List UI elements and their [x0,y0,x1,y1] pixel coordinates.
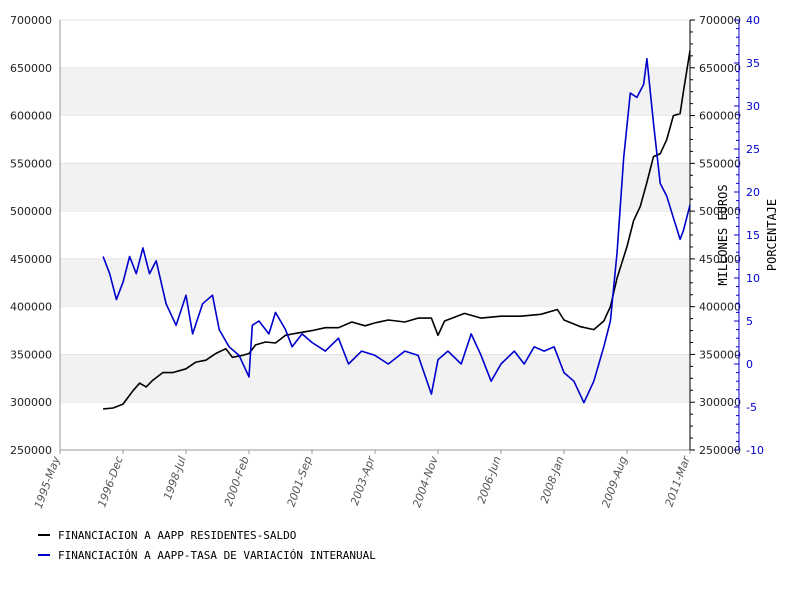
left-tick-label: 300000 [10,396,52,409]
right-tick-label-amount: 350000 [699,348,741,361]
series-line-tasa [102,57,691,404]
right-tick-label-amount: 650000 [699,62,741,75]
left-tick-label: 550000 [10,157,52,170]
x-tick-label: 1996-Dec [95,455,125,509]
x-axis: 1995-May 1996-Dec 1998-Jul 2000-Feb 2001-Sep… [32,450,693,510]
right-axis-title-1: MILLONES EUROS [716,184,730,285]
x-tick-label: 1998-Jul [161,455,189,502]
right-tick-label-percent: 15 [746,229,760,242]
right-axis-title-2: PORCENTAJE [765,199,779,271]
x-tick-label: 2001-Sep [285,455,315,509]
x-tick-label: 2009-Aug [599,455,630,510]
right-tick-label-amount: 400000 [699,301,741,314]
x-tick-label: 2000-Feb [222,455,252,508]
series-group [102,50,691,410]
grid-band [60,258,690,307]
legend-item-saldo: FINANCIACION A AAPP RESIDENTES-SALDO [38,525,376,545]
grid-band [60,163,690,212]
right-axis: 250000 300000 350000 400000 450000 500000 5500… [689,14,764,457]
x-tick-label: 2003-Apr [348,453,378,507]
x-tick-label: 2004-Nov [410,454,441,509]
series-line-saldo [103,50,691,410]
right-tick-label-amount: 300000 [699,396,741,409]
legend: FINANCIACION A AAPP RESIDENTES-SALDO FIN… [38,525,376,565]
grid-band [60,67,690,116]
left-tick-label: 700000 [10,14,52,27]
grid-band [60,354,690,403]
x-tick-label: 2006-Jun [475,455,504,506]
left-tick-label: 250000 [10,444,52,457]
left-tick-label: 400000 [10,301,52,314]
left-tick-label: 450000 [10,253,52,266]
x-tick-label: 1995-May [32,454,63,510]
right-tick-label-amount: 450000 [699,253,741,266]
right-tick-label-amount: 600000 [699,110,741,123]
right-tick-label-percent: -5 [746,401,757,414]
right-tick-label-amount: 500000 [699,205,741,218]
right-tick-label-amount: 700000 [699,14,741,27]
right-tick-label-percent: 0 [746,358,753,371]
grid-bands [59,19,690,451]
x-tick-label: 2011-Mar [663,453,694,508]
right-tick-label-percent: 20 [746,186,760,199]
legend-label-saldo: FINANCIACION A AAPP RESIDENTES-SALDO [58,528,297,542]
right-tick-label-amount: 250000 [699,444,741,457]
left-tick-label: 350000 [10,348,52,361]
left-tick-label: 500000 [10,205,52,218]
left-tick-label: 600000 [10,110,52,123]
legend-swatch-tasa [38,554,50,556]
left-tick-label: 650000 [10,62,52,75]
legend-item-tasa: FINANCIACIÓN A AAPP-TASA DE VARIACIÓN IN… [38,545,376,565]
left-axis: 250000 300000 350000 400000 450000 500000 5500… [10,14,52,457]
legend-swatch-saldo [38,534,50,536]
right-tick-label-percent: 35 [746,57,760,70]
right-tick-label-percent: 10 [746,272,760,285]
right-tick-label-percent: 25 [746,143,760,156]
x-tick-label: 2008-Jan [538,455,567,505]
right-tick-label-percent: 5 [746,315,753,328]
legend-label-tasa: FINANCIACIÓN A AAPP-TASA DE VARIACIÓN IN… [58,548,376,562]
right-tick-label-amount: 550000 [699,157,741,170]
right-tick-label-percent: 40 [746,14,760,27]
right-tick-label-percent: 30 [746,100,760,113]
right-tick-label-percent: -10 [746,444,764,457]
